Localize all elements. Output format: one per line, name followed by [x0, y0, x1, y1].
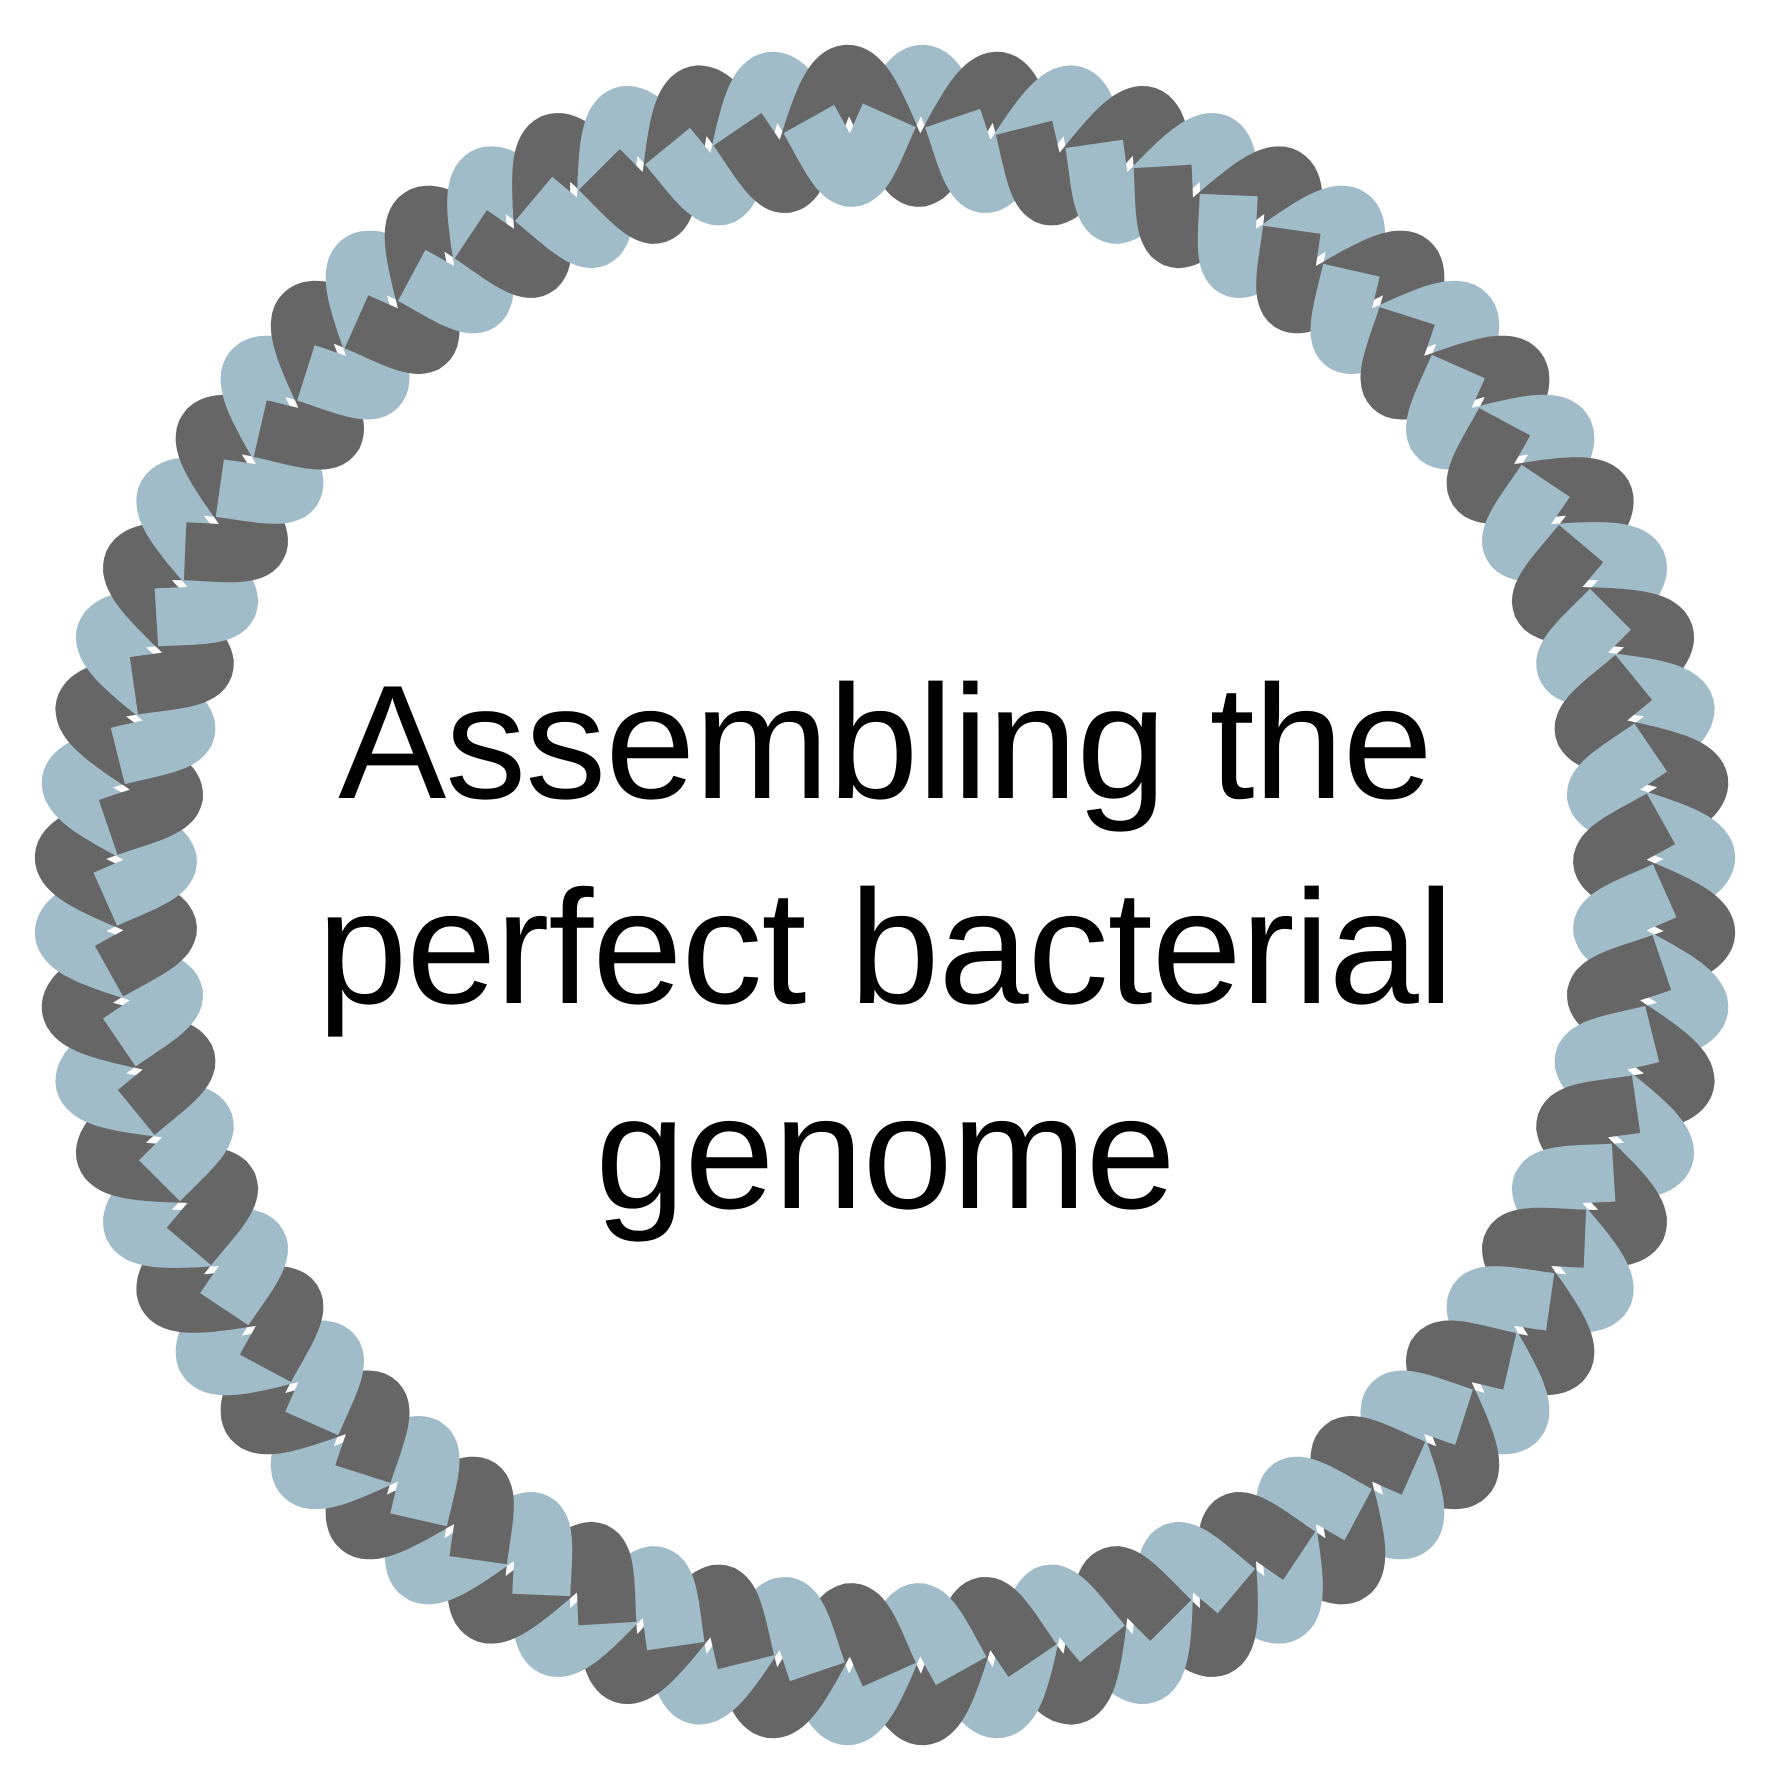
dna-strand-back: [34, 44, 1736, 1746]
dna-strand-front: [93, 103, 1677, 1687]
title-line-2: perfect bacterial: [317, 857, 1454, 1038]
strand-b-segment: [783, 103, 916, 207]
genome-title: Assembling the perfect bacterial genome: [285, 640, 1485, 1255]
title-line-3: genome: [595, 1062, 1175, 1243]
strand-a-segment: [783, 44, 917, 148]
title-line-1: Assembling the: [338, 652, 1433, 833]
